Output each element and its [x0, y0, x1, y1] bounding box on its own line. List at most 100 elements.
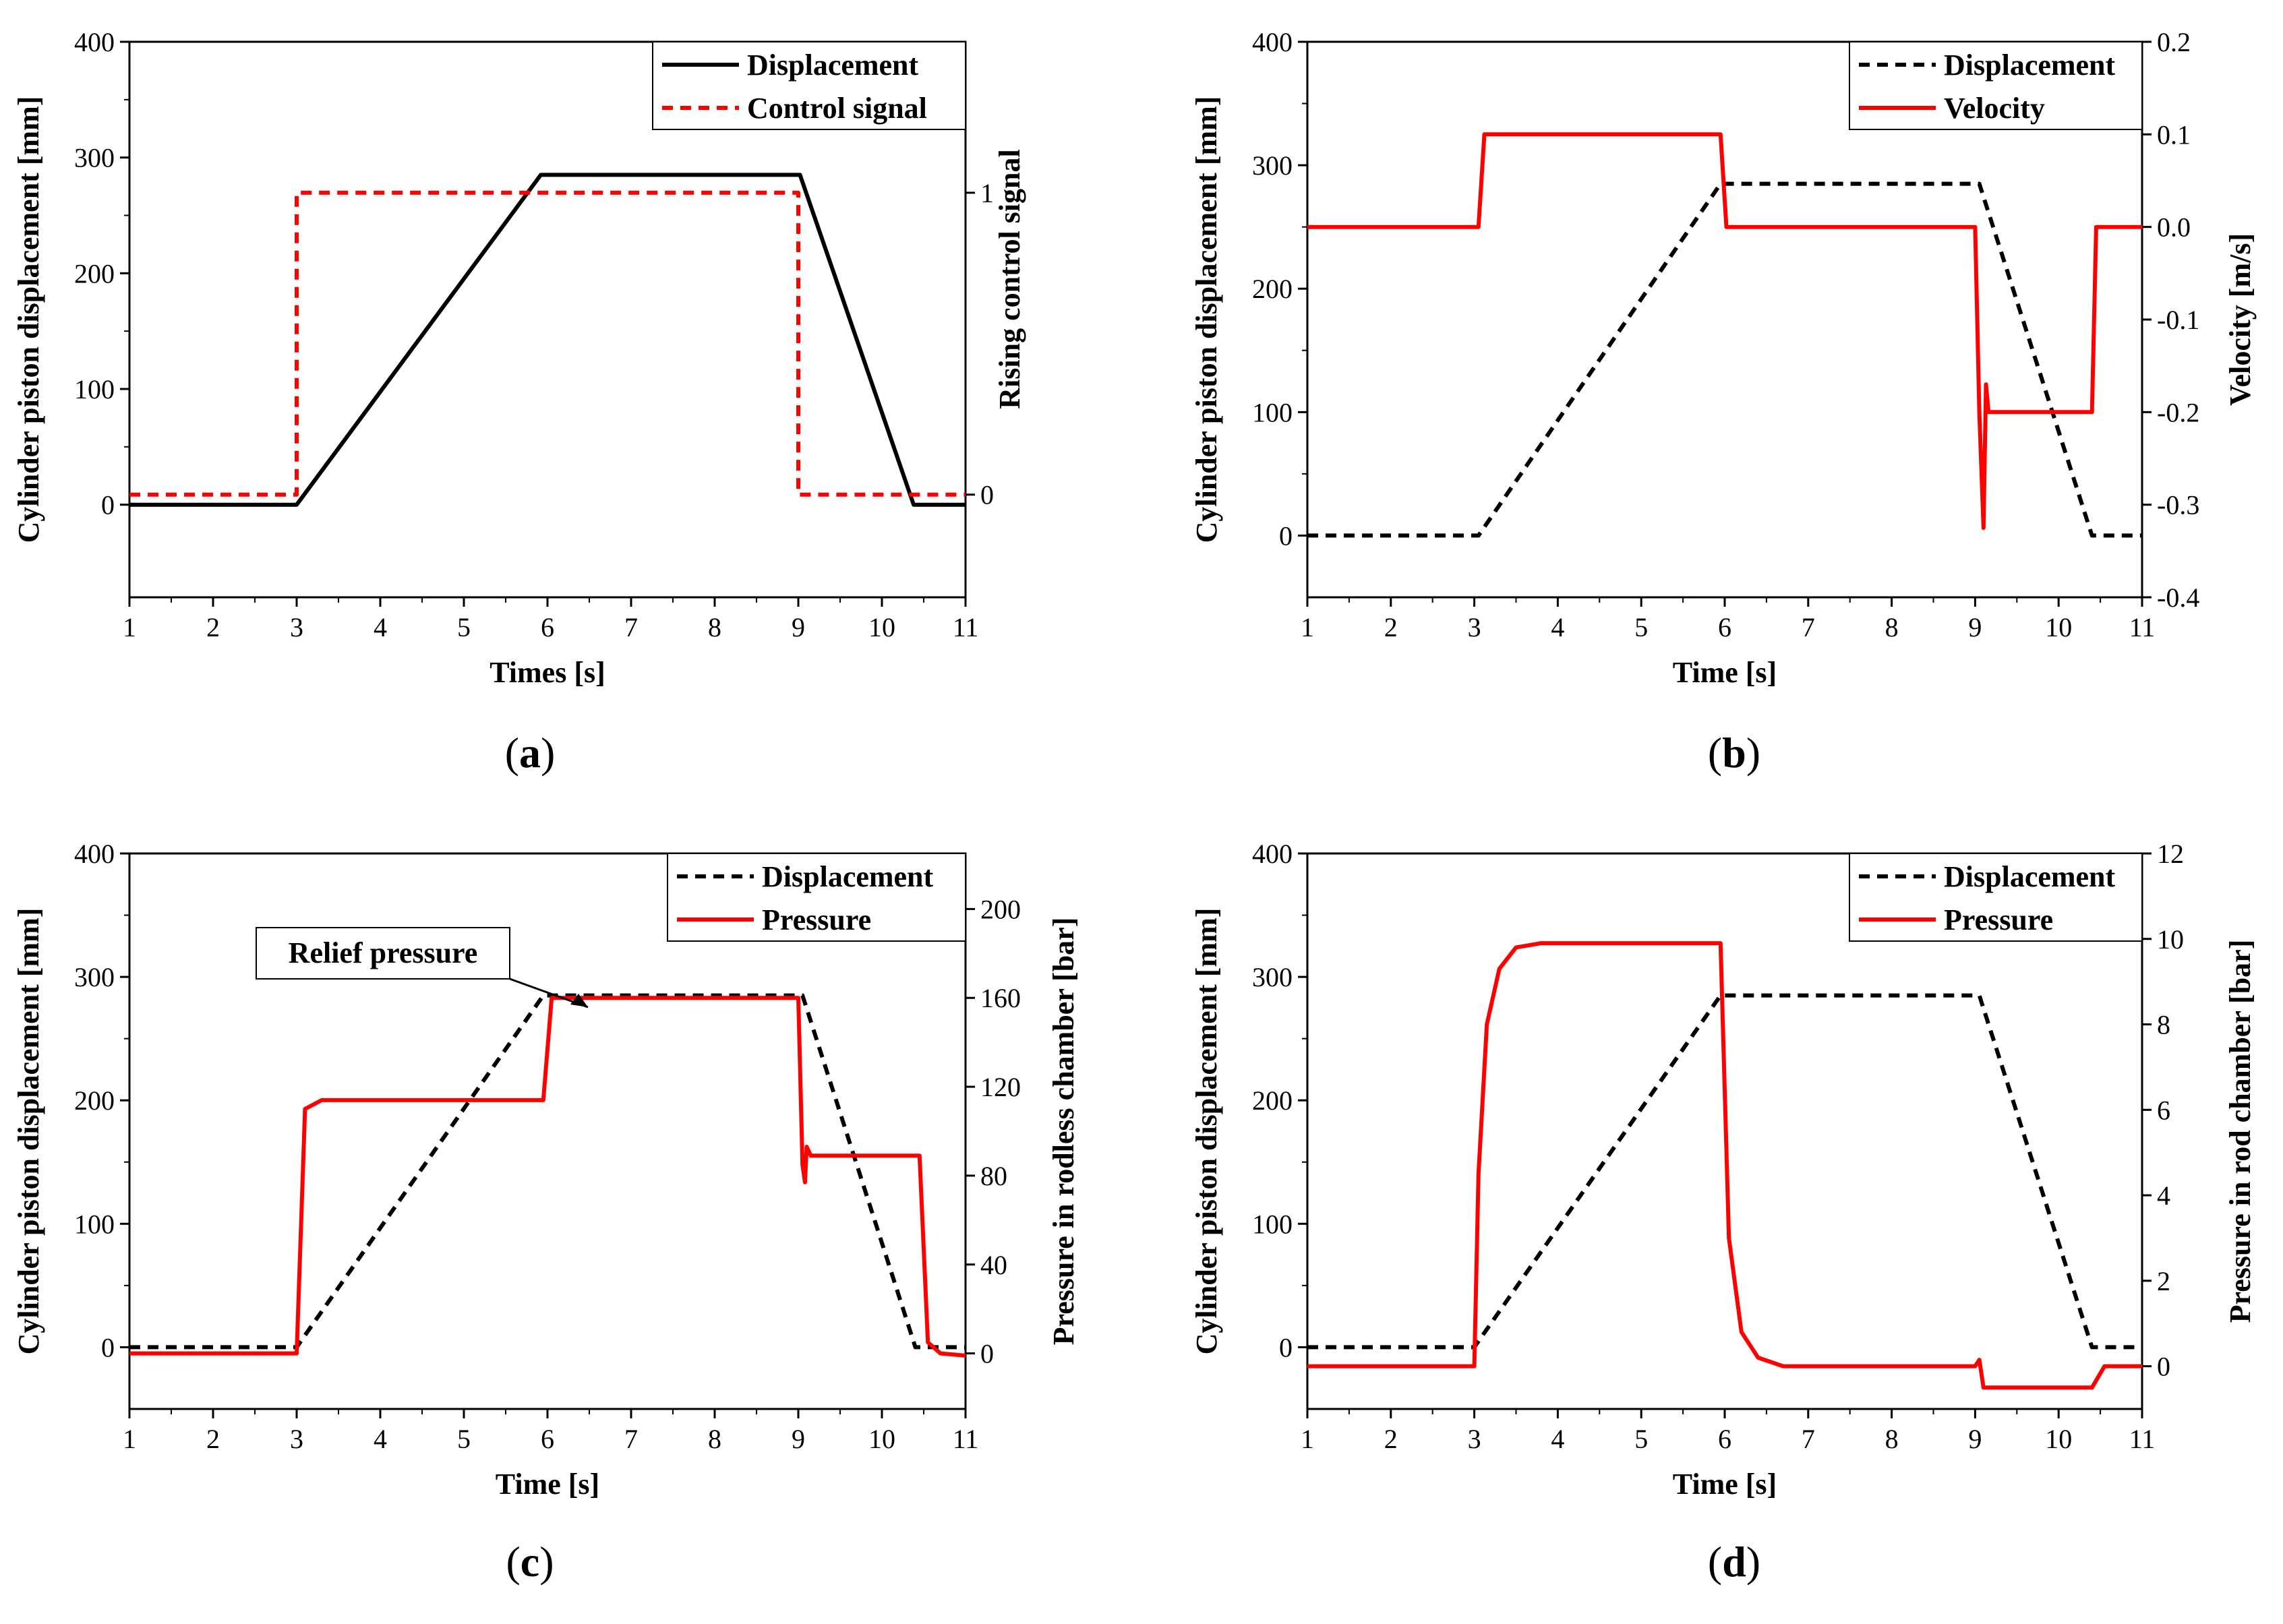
- y-tick-label: 0: [1279, 520, 1293, 551]
- y-tick-label: 300: [1252, 150, 1293, 181]
- x-tick-label: 8: [1885, 612, 1899, 642]
- y2-tick-label: 0: [980, 480, 994, 510]
- x-tick-label: 11: [2129, 612, 2156, 642]
- x-tick-label: 6: [541, 1424, 554, 1454]
- x-tick-label: 4: [374, 1424, 387, 1454]
- caption-c: (c): [506, 1538, 554, 1586]
- x-tick-label: 8: [1885, 1424, 1899, 1454]
- y2-tick-label: 8: [2157, 1010, 2170, 1040]
- x-tick-label: 5: [1634, 1424, 1648, 1454]
- y-tick-label: 100: [1252, 397, 1293, 427]
- y-tick-label: 300: [74, 143, 115, 173]
- x-tick-label: 10: [868, 1424, 895, 1454]
- y-tick-label: 200: [1252, 1085, 1293, 1116]
- x-tick-label: 1: [123, 1424, 136, 1454]
- x-tick-label: 8: [708, 612, 721, 642]
- caption-a: (a): [504, 729, 556, 777]
- x-tick-label: 11: [2129, 1424, 2156, 1454]
- chart-svg: 1 2 3 4 5 6 7 8 9 10 11 0 100 200 300 400 0 40 80 120 160 200…: [12, 839, 1080, 1501]
- y2-axis-title: Rising control signal: [993, 149, 1026, 409]
- panel-b: 1 2 3 4 5 6 7 8 9 10 11 0 100 200 300 400 0.2 0.1 0.0 -0.1 -…: [1142, 0, 2283, 812]
- x-axis-title: Time [s]: [496, 1468, 599, 1501]
- legend-label: Displacement: [747, 49, 919, 82]
- y2-tick-label: 12: [2157, 839, 2184, 869]
- x-tick-label: 4: [1551, 612, 1564, 642]
- chart-svg: 1 2 3 4 5 6 7 8 9 10 11 0 100 200 300 400 0.2 0.1 0.0 -0.1 -…: [1190, 27, 2257, 689]
- y2-axis-title: Pressure in rodless chamber [bar]: [1047, 918, 1080, 1346]
- panel-c: 1 2 3 4 5 6 7 8 9 10 11 0 100 200 300 400 0 40 80 120 160 200…: [0, 812, 1142, 1623]
- y-tick-label: 200: [74, 1085, 115, 1116]
- y-tick-label: 0: [101, 1332, 115, 1362]
- y2-tick-label: 0: [980, 1339, 994, 1369]
- legend-box: [652, 41, 966, 130]
- annotation-label: Relief pressure: [289, 936, 478, 969]
- y2-tick-label: 120: [980, 1072, 1021, 1102]
- y-tick-label: 400: [74, 27, 115, 57]
- x-tick-label: 11: [953, 1424, 979, 1454]
- series-line-control-signal: [129, 190, 966, 497]
- x-tick-label: 6: [1718, 1424, 1731, 1454]
- legend-label: Velocity: [1944, 92, 2045, 125]
- y2-tick-label: 2: [2157, 1266, 2170, 1296]
- panel-d: 1 2 3 4 5 6 7 8 9 10 11 0 100 200 300 400 0 2 4 6 8 10 12 Time …: [1142, 812, 2283, 1623]
- x-tick-label: 9: [1968, 612, 1982, 642]
- x-tick-label: 3: [290, 1424, 303, 1454]
- y-axis-title: Cylinder piston displacement [mm]: [12, 96, 45, 543]
- y-tick-label: 100: [1252, 1209, 1293, 1239]
- x-tick-label: 10: [2045, 612, 2072, 642]
- x-tick-label: 3: [290, 612, 303, 642]
- x-tick-label: 10: [2045, 1424, 2072, 1454]
- y2-tick-label: 0.2: [2157, 27, 2191, 57]
- x-tick-label: 7: [1802, 1424, 1815, 1454]
- y2-tick-label: -0.4: [2157, 582, 2199, 613]
- x-tick-label: 9: [1968, 1424, 1982, 1454]
- legend-box: [667, 853, 966, 942]
- y-tick-label: 100: [74, 1209, 115, 1239]
- x-tick-label: 5: [1634, 612, 1648, 642]
- y-axis-title: Cylinder piston displacement [mm]: [1190, 96, 1223, 543]
- x-tick-label: 1: [1301, 1424, 1314, 1454]
- x-tick-label: 10: [868, 612, 895, 642]
- x-tick-label: 4: [1551, 1424, 1564, 1454]
- legend-label: Displacement: [1944, 49, 2116, 82]
- legend-label: Control signal: [747, 92, 927, 125]
- y-tick-label: 200: [74, 258, 115, 289]
- y2-tick-label: 0.0: [2157, 212, 2191, 243]
- series-line-displacement: [1307, 181, 2142, 538]
- series-line-pressure: [129, 996, 966, 1358]
- y-tick-label: 400: [1252, 839, 1293, 869]
- x-tick-label: 7: [624, 612, 638, 642]
- series-line-velocity: [1307, 132, 2142, 530]
- chart-svg: 1 2 3 4 5 6 7 8 9 10 110100200300400024681012Time …: [1190, 839, 2257, 1501]
- y-tick-label: 300: [1252, 962, 1293, 992]
- x-tick-label: 2: [206, 612, 220, 642]
- panel-a: 1 2 3 4 5 6 7 8 9 10 11 0 100 200 300 400 0 1 Times [s] Cyl…: [0, 0, 1142, 812]
- y2-tick-label: 1: [980, 178, 994, 208]
- series-line-pressure: [1307, 941, 2142, 1390]
- x-axis-title: Time [s]: [1673, 1468, 1777, 1501]
- x-tick-label: 5: [457, 612, 471, 642]
- y-tick-label: 0: [101, 490, 115, 520]
- x-tick-label: 4: [374, 612, 387, 642]
- x-tick-label: 8: [708, 1424, 721, 1454]
- caption-d: (d): [1707, 1538, 1761, 1586]
- y2-tick-label: 80: [980, 1161, 1007, 1191]
- x-tick-label: 9: [792, 612, 805, 642]
- y2-axis-title: Velocity [m/s]: [2224, 233, 2257, 406]
- y-tick-label: 300: [74, 962, 115, 992]
- x-tick-label: 6: [541, 612, 554, 642]
- y2-tick-label: 0.1: [2157, 119, 2191, 150]
- y2-tick-label: -0.1: [2157, 305, 2199, 335]
- caption-b: (b): [1707, 729, 1761, 777]
- x-tick-label: 1: [123, 612, 136, 642]
- y2-tick-label: 40: [980, 1250, 1007, 1280]
- x-tick-label: 3: [1468, 612, 1481, 642]
- x-tick-label: 5: [457, 1424, 471, 1454]
- x-tick-label: 7: [1802, 612, 1815, 642]
- x-tick-label: 11: [953, 612, 979, 642]
- annotation-arrowhead: [570, 994, 588, 1007]
- y-tick-label: 400: [1252, 27, 1293, 57]
- y-tick-label: 100: [74, 374, 115, 404]
- y-axis-title: Cylinder piston displacement [mm]: [12, 908, 45, 1355]
- y-tick-label: 0: [1279, 1332, 1293, 1362]
